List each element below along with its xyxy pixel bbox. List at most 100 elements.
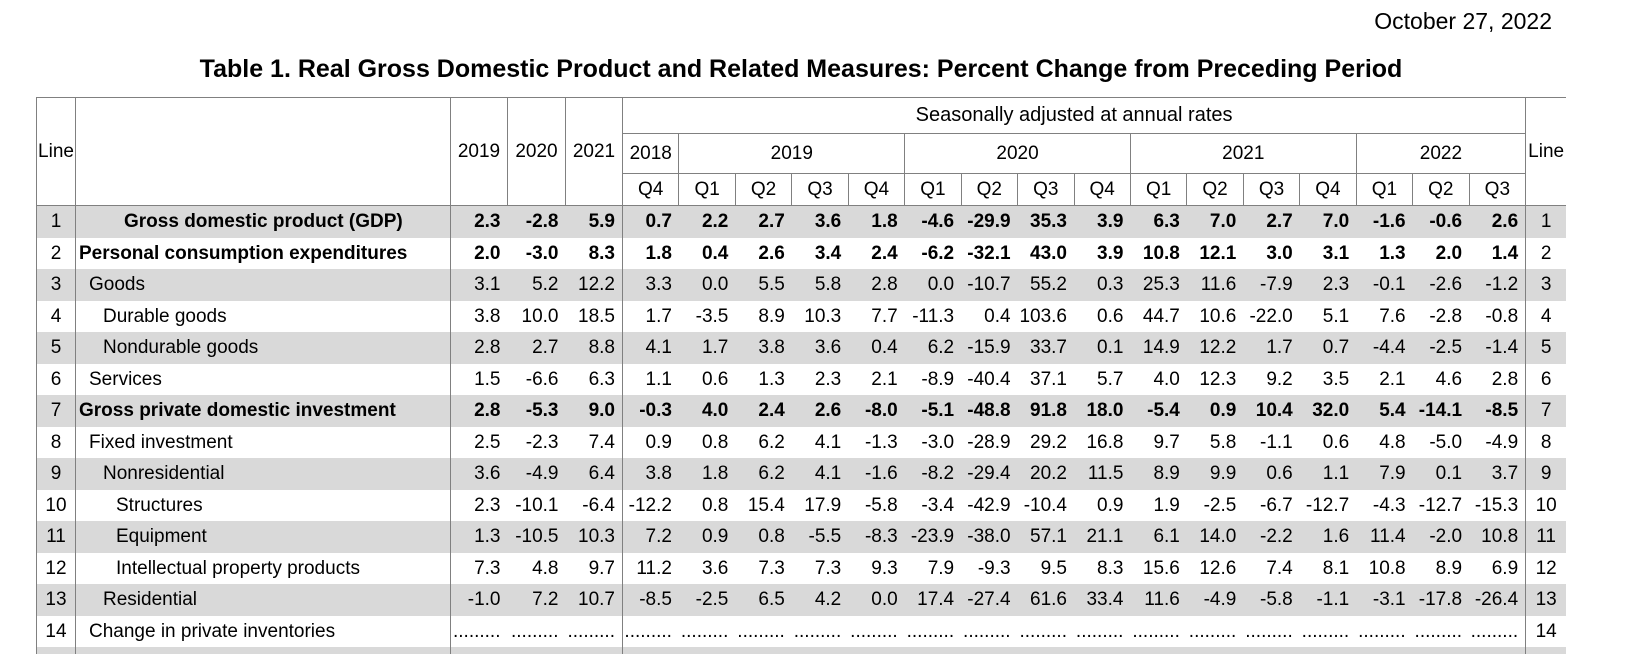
annual-value: 1.5 (474, 368, 501, 390)
quarter-value: 16.8 (1086, 431, 1124, 453)
quarter-value: -0.1 (1356, 269, 1413, 301)
quarter-value: ......... (680, 620, 729, 642)
quarter-value: -17.8 (1412, 584, 1470, 616)
quarter-value: -2.5 (678, 584, 736, 616)
quarter-value: -8.9 (921, 368, 955, 390)
quarter-value: 0.9 (1186, 395, 1244, 427)
line-number: 11 (36, 521, 76, 553)
quarter-value: 2.4 (871, 242, 898, 264)
quarter-value: -4.9 (1186, 584, 1244, 616)
annual-value: 4.8 (532, 557, 559, 579)
quarter-value: -4.3 (1372, 494, 1406, 516)
quarter-value: ......... (1132, 620, 1180, 642)
quarter-value: 3.4 (814, 242, 842, 264)
quarter-value: 5.1 (1322, 305, 1350, 327)
quarter-value: 0.6 (1243, 458, 1300, 490)
quarter-value: 35.3 (1017, 205, 1074, 238)
quarter-value: ......... (1469, 615, 1527, 647)
year-group-header: 2022 (1356, 133, 1527, 174)
annual-value: -6.4 (565, 489, 623, 521)
quarter-value (678, 647, 736, 654)
quarter-value: -3.4 (921, 494, 955, 516)
quarter-value: 9.3 (871, 557, 898, 579)
quarter-header: Q2 (1186, 173, 1244, 206)
annual-year-header: 2019 (450, 97, 508, 206)
quarter-value: ......... (906, 620, 955, 642)
line-number: 13 (36, 584, 76, 616)
quarter-value: 12.1 (1199, 242, 1237, 264)
quarter-value: 8.3 (1097, 557, 1124, 579)
table-row: 7 Gross private domestic investment 2.8 -5.… (36, 395, 1566, 427)
quarter-value: -2.5 (1412, 332, 1470, 364)
row-label: Nonresidential (75, 458, 451, 490)
quarter-value (1243, 647, 1300, 654)
quarter-value: 5.8 (791, 269, 849, 301)
row-label: Structures (75, 489, 451, 521)
row-label: Durable goods (75, 300, 451, 332)
quarter-value (1074, 647, 1131, 654)
quarter-value: -8.5 (1469, 395, 1527, 427)
quarter-header: Q4 (1299, 173, 1357, 206)
quarter-value: 5.8 (1209, 431, 1237, 453)
line-number: 13 (1525, 584, 1566, 616)
line-number: 14 (36, 615, 76, 647)
quarter-value: -1.1 (1260, 431, 1293, 453)
quarter-value: 11.6 (1186, 269, 1244, 301)
line-number: 10 (36, 489, 76, 521)
row-label (75, 647, 451, 654)
quarter-value: 55.2 (1017, 269, 1074, 301)
quarter-value: 0.8 (701, 494, 729, 516)
quarter-value: 0.4 (984, 305, 1011, 327)
annual-value: ......... (510, 620, 559, 642)
quarter-value: -23.9 (904, 521, 962, 553)
quarter-value: 44.7 (1142, 305, 1180, 327)
quarter-value (904, 647, 962, 654)
quarter-value: 4.1 (814, 431, 842, 453)
quarter-value: -0.3 (622, 395, 679, 427)
line-number: 1 (1525, 205, 1566, 238)
quarter-value: 0.7 (1299, 332, 1357, 364)
quarter-value: 4.8 (1379, 431, 1406, 453)
line-number: 3 (36, 269, 76, 301)
gdp-table: Line 2019 2020 2021 Seasonally adjusted … (36, 97, 1566, 654)
quarter-value: 3.8 (735, 332, 792, 364)
quarter-value: -1.3 (864, 431, 898, 453)
line-number: 9 (1525, 458, 1566, 490)
annual-value: 2.5 (474, 431, 501, 453)
annual-value (565, 647, 623, 654)
quarter-value: 3.5 (1322, 368, 1350, 390)
quarter-value: -3.5 (695, 305, 729, 327)
quarter-value: -22.0 (1249, 305, 1293, 327)
quarter-value: 2.3 (1299, 269, 1357, 301)
quarter-value: -40.4 (967, 368, 1011, 390)
annual-value: -2.3 (525, 431, 559, 453)
quarter-value: 7.9 (927, 557, 955, 579)
quarter-value: ......... (1019, 620, 1067, 642)
quarter-value: -7.9 (1243, 269, 1300, 301)
quarter-value: -29.9 (961, 205, 1018, 238)
annual-value: -1.0 (450, 584, 508, 616)
quarter-value: 7.3 (814, 557, 842, 579)
quarter-value: 4.1 (791, 458, 849, 490)
quarter-value: 29.2 (1030, 431, 1067, 453)
quarter-value: -5.8 (864, 494, 898, 516)
quarter-value: 1.4 (1469, 237, 1527, 269)
annual-year-header: 2020 (507, 97, 566, 206)
quarter-header: Q3 (1017, 173, 1075, 206)
quarter-header: Q3 (1243, 173, 1301, 206)
quarter-value: -4.4 (1356, 332, 1413, 364)
quarter-value: -2.8 (1429, 305, 1463, 327)
release-date: October 27, 2022 (1374, 8, 1552, 34)
quarter-value: 0.0 (848, 584, 905, 616)
annual-value: 2.3 (474, 494, 501, 516)
quarter-value: 11.6 (1130, 584, 1187, 616)
quarter-value: 21.1 (1074, 521, 1131, 553)
annual-value: 2.7 (507, 332, 566, 364)
quarter-value (1469, 647, 1527, 654)
quarter-value: -9.3 (977, 557, 1011, 579)
annual-value: 7.3 (474, 557, 501, 579)
quarter-value: -3.1 (1356, 584, 1413, 616)
quarter-value: -8.3 (848, 521, 905, 553)
year-group-header: 2020 (904, 133, 1131, 174)
quarter-header: Q2 (961, 173, 1019, 206)
